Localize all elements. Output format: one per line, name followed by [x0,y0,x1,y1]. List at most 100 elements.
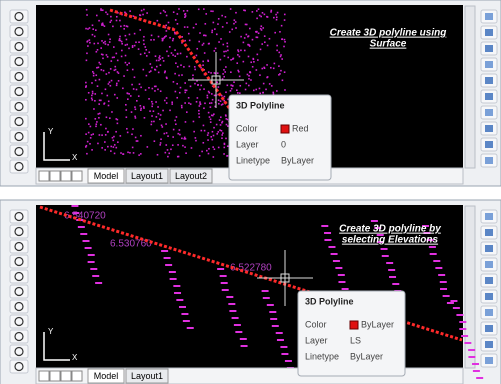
nav-button[interactable] [39,171,49,181]
elevation-mark [95,282,102,284]
surface-point [159,55,161,57]
surface-point [230,90,232,92]
surface-point [281,58,283,60]
nav-button[interactable] [72,171,82,181]
surface-point [85,133,87,135]
elevation-mark [88,261,95,263]
surface-point [89,42,91,44]
surface-point [92,28,94,30]
nav-button[interactable] [72,371,82,381]
elevation-mark [321,225,328,227]
surface-point [128,62,130,64]
annotation-title: Create 3D polyline using [330,28,447,39]
surface-point [249,28,251,30]
surface-point [108,72,110,74]
surface-point [230,8,232,10]
surface-point [277,12,279,14]
surface-point [239,76,241,78]
surface-point [231,29,233,31]
nav-button[interactable] [61,371,71,381]
surface-point [134,33,136,35]
surface-point [110,68,112,70]
surface-point [226,155,228,157]
nav-button[interactable] [39,371,49,381]
surface-point [236,62,238,64]
elevation-mark [222,289,229,291]
surface-point [237,92,239,94]
surface-point [136,100,138,102]
surface-point [92,34,94,36]
surface-point [154,140,156,142]
elevation-mark [235,331,242,333]
surface-point [213,127,215,129]
scrollbar[interactable] [465,6,475,168]
surface-point [122,153,124,155]
surface-point [220,124,222,126]
surface-point [146,75,148,77]
surface-point [205,35,207,37]
surface-point [220,100,222,102]
surface-point [158,57,160,59]
surface-point [125,104,127,106]
surface-point [148,51,150,53]
surface-point [104,141,106,143]
surface-point [126,64,128,66]
surface-point [85,82,87,84]
tooltip-heading: 3D Polyline [305,296,354,306]
surface-point [284,14,286,16]
nav-button[interactable] [61,171,71,181]
surface-point [265,89,267,91]
surface-point [239,92,241,94]
surface-point [105,43,107,45]
surface-point [91,99,93,101]
surface-point [192,74,194,76]
elevation-mark [433,260,440,262]
surface-point [199,32,201,34]
surface-point [134,106,136,108]
surface-point [276,50,278,52]
surface-point [150,124,152,126]
surface-point [141,10,143,12]
elevation-mark [85,247,92,249]
surface-point [217,72,219,74]
layout-tab-label: Model [94,371,119,381]
surface-point [214,50,216,52]
elevation-mark [169,271,176,273]
surface-point [149,110,151,112]
surface-point [190,103,192,105]
tool-icon [485,157,493,164]
surface-point [113,46,115,48]
nav-button[interactable] [50,371,60,381]
surface-point [97,85,99,87]
surface-point [218,103,220,105]
elevation-mark [217,268,224,270]
surface-point [185,121,187,123]
surface-point [108,83,110,85]
surface-point [88,92,90,94]
surface-point [89,27,91,29]
surface-point [165,144,167,146]
surface-point [96,121,98,123]
surface-point [183,10,185,12]
elevation-mark [324,239,331,241]
surface-point [280,70,282,72]
surface-point [125,55,127,57]
surface-point [221,137,223,139]
elevation-mark [263,297,270,299]
surface-point [248,75,250,77]
surface-point [135,137,137,139]
surface-point [92,133,94,135]
surface-point [160,12,162,14]
surface-point [284,71,286,73]
surface-point [239,56,241,58]
layout-tab-label: Model [94,171,119,181]
elevation-mark [269,311,276,313]
surface-point [116,97,118,99]
nav-button[interactable] [50,171,60,181]
surface-point [111,80,113,82]
surface-point [130,95,132,97]
surface-point [107,146,109,148]
surface-point [160,114,162,116]
surface-point [203,142,205,144]
surface-point [134,45,136,47]
